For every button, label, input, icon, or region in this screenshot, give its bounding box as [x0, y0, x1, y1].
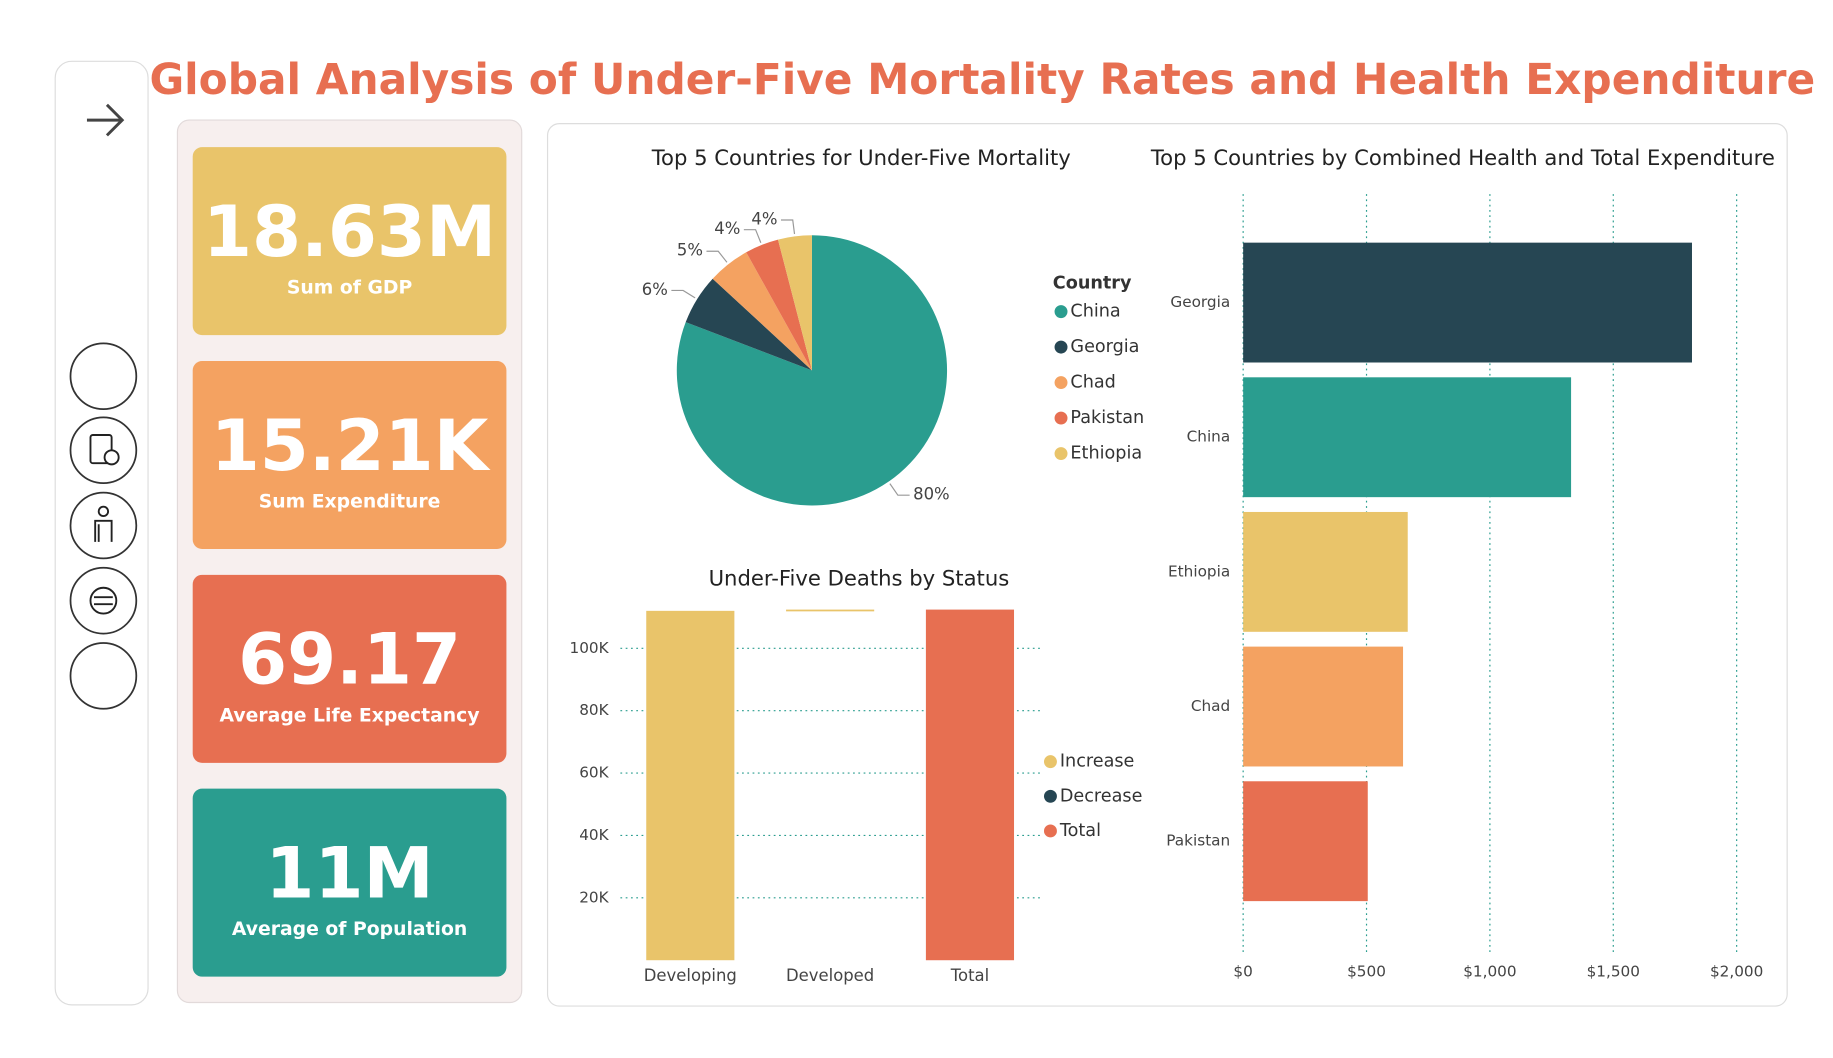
pie-slice: [777, 235, 812, 371]
data-label: 6%: [642, 280, 668, 299]
data-label: 4%: [751, 210, 777, 229]
y-tick-label: 40K: [579, 826, 609, 844]
y-tick-label: Pakistan: [1166, 832, 1230, 850]
y-tick-label: China: [1187, 428, 1231, 446]
kpi-card: [192, 788, 507, 977]
leader-line: [706, 250, 728, 263]
kpi-label: Average of Population: [232, 919, 467, 940]
data-label: 4%: [714, 219, 740, 238]
leader-line: [780, 219, 796, 235]
kpi-value: 11M: [265, 833, 433, 915]
y-tick-label: 80K: [579, 701, 609, 719]
y-tick-label: Georgia: [1170, 293, 1230, 311]
legend-label: Ethiopia: [1070, 444, 1142, 464]
legend-swatch: [1054, 376, 1068, 390]
chart-title: Under-Five Deaths by Status: [709, 566, 1010, 591]
kpi-card: [192, 574, 507, 763]
legend-label: Georgia: [1070, 337, 1139, 357]
legend-swatch: [1054, 447, 1068, 461]
legend-swatch: [1043, 824, 1057, 838]
leader-line: [743, 229, 762, 243]
y-tick-label: 100K: [569, 639, 609, 657]
legend-label: Chad: [1070, 373, 1115, 393]
kpi-label: Sum of GDP: [287, 278, 412, 299]
legend-label: Increase: [1060, 752, 1135, 772]
page-title: Global Analysis of Under-Five Mortality …: [149, 55, 1815, 104]
bar: [925, 609, 1015, 961]
legend-swatch: [1054, 305, 1068, 319]
legend-title: Country: [1053, 273, 1132, 293]
leader-line: [889, 483, 910, 496]
legend-label: Total: [1059, 821, 1101, 841]
x-tick-label: $1,000: [1463, 962, 1516, 980]
x-tick-label: $500: [1347, 962, 1386, 980]
y-tick-label: 60K: [579, 764, 609, 782]
nav-button[interactable]: [69, 416, 138, 485]
legend-swatch: [1054, 340, 1068, 354]
kpi-panel: [176, 119, 523, 1004]
kpi-label: Sum Expenditure: [259, 491, 441, 512]
kpi-value: 15.21K: [211, 405, 491, 487]
kpi-card: [192, 147, 507, 336]
kpi-value: 18.63M: [203, 191, 496, 273]
kpi-card: [192, 360, 507, 549]
nav-button[interactable]: [69, 342, 138, 411]
x-tick-label: $1,500: [1587, 962, 1640, 980]
legend-label: Pakistan: [1070, 408, 1144, 428]
nav-arrow[interactable]: [86, 103, 125, 137]
legend-label: Decrease: [1060, 786, 1143, 806]
legend-swatch: [1054, 411, 1068, 425]
data-label: 5%: [677, 241, 703, 260]
nav-button[interactable]: [69, 566, 138, 635]
pie-slice: [746, 239, 812, 371]
nav-button[interactable]: [69, 491, 138, 560]
x-tick-label: Developing: [644, 966, 737, 985]
nav-icon: [89, 434, 120, 615]
chart-title: Top 5 Countries by Combined Health and T…: [1150, 145, 1775, 170]
legend-swatch: [1043, 789, 1057, 803]
data-label: 80%: [913, 485, 950, 504]
legend-label: China: [1070, 302, 1120, 322]
pie-slice: [712, 252, 812, 371]
x-tick-label: $2,000: [1710, 962, 1763, 980]
pie-slice: [685, 278, 812, 371]
bar: [1243, 242, 1692, 363]
bar: [646, 610, 735, 961]
kpi-label: Average Life Expectancy: [220, 705, 480, 726]
x-tick-label: Total: [950, 966, 989, 985]
bar: [1243, 781, 1368, 902]
nav-button[interactable]: [69, 642, 138, 710]
legend-swatch: [1043, 755, 1057, 769]
bar: [1243, 377, 1572, 498]
leader-line: [671, 289, 696, 299]
bar: [1243, 511, 1408, 632]
bar: [786, 609, 875, 612]
y-tick-label: 20K: [579, 888, 609, 906]
y-tick-label: Chad: [1191, 697, 1230, 715]
kpi-value: 69.17: [238, 619, 461, 701]
x-tick-label: $0: [1233, 962, 1252, 980]
bar: [1243, 646, 1404, 767]
x-tick-label: Developed: [786, 966, 874, 985]
chart-title: Top 5 Countries for Under-Five Mortality: [651, 145, 1071, 170]
y-tick-label: Ethiopia: [1168, 562, 1230, 580]
